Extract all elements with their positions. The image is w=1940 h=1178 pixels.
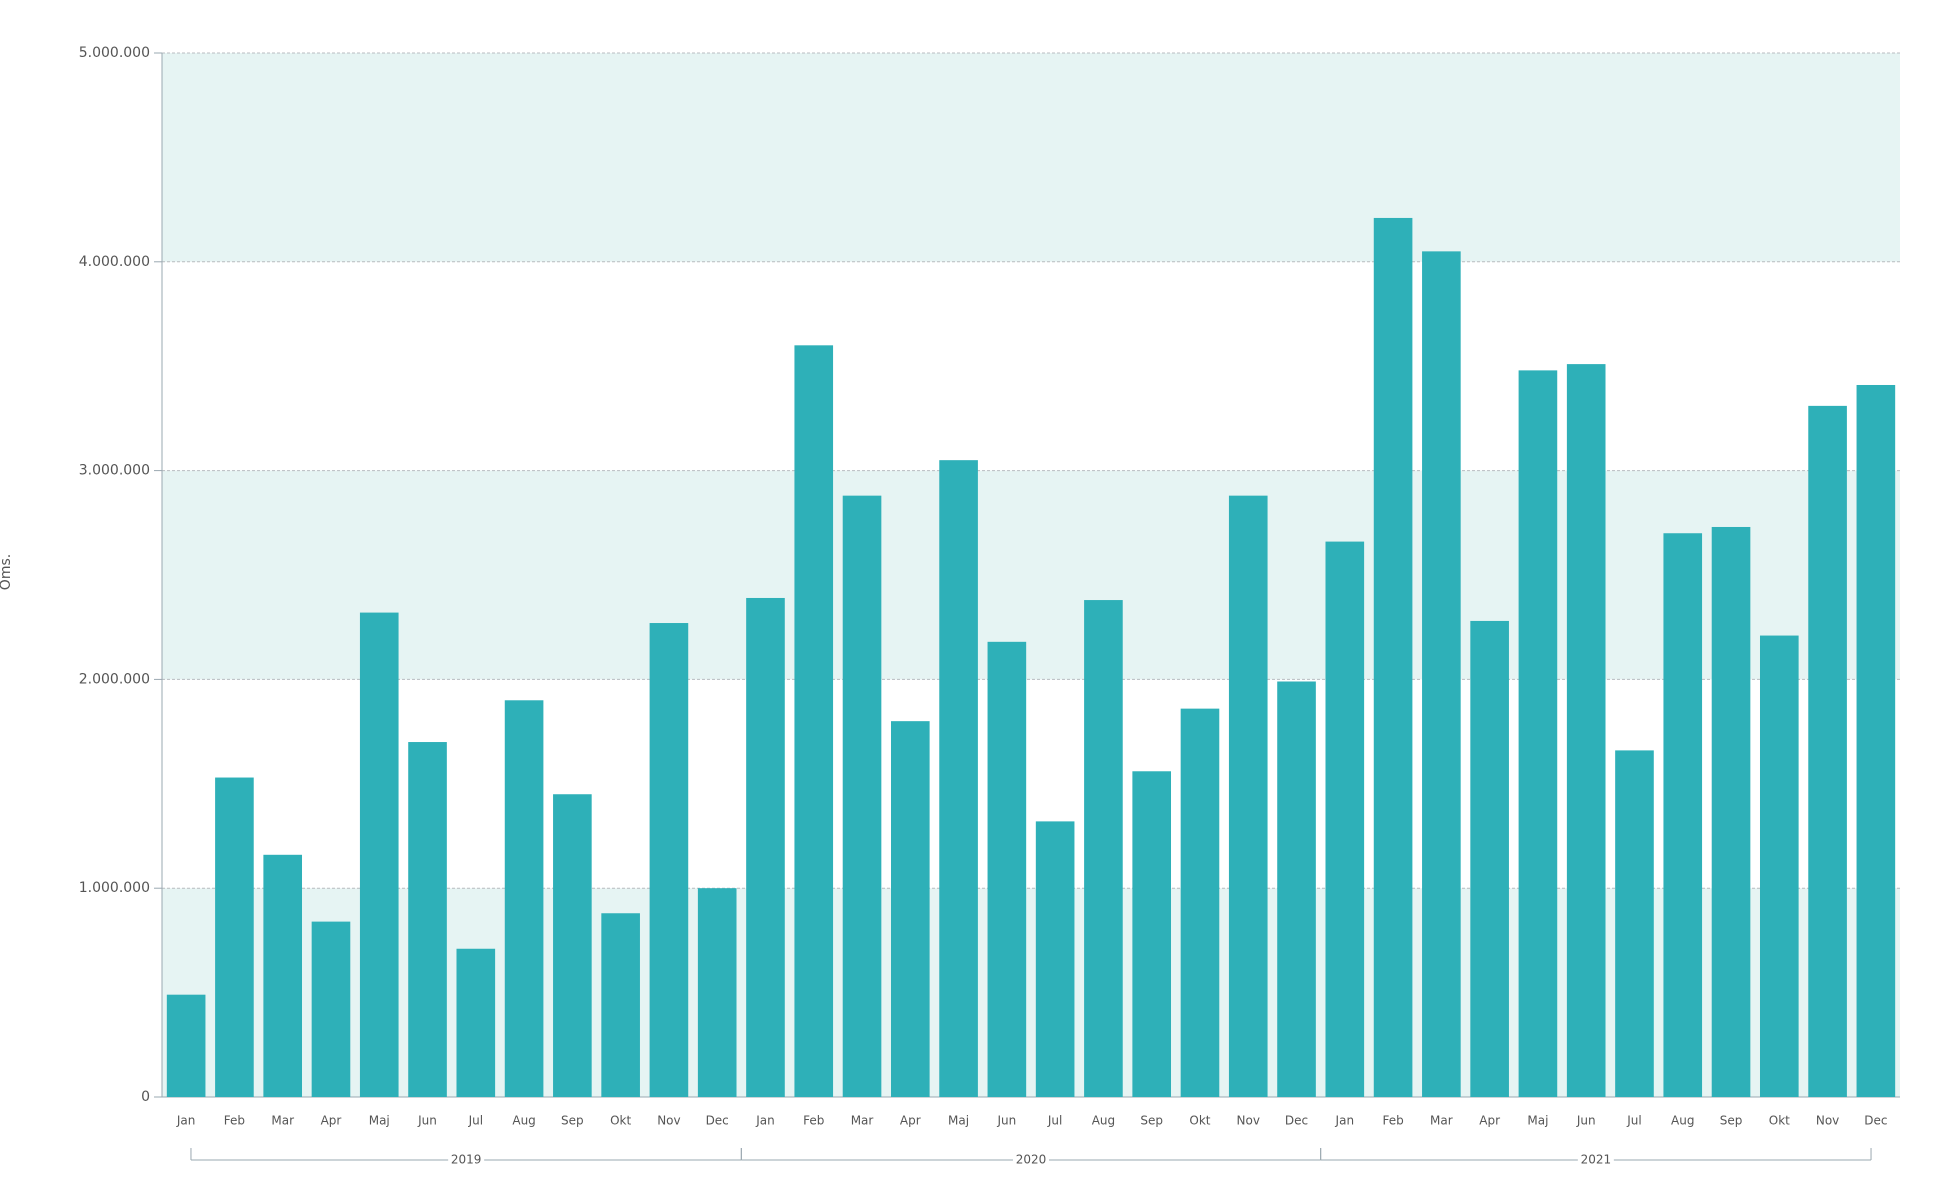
x-tick-label: Jun: [996, 1114, 1016, 1128]
bar: [263, 854, 303, 1097]
x-tick-label: Okt: [610, 1114, 631, 1128]
plot-band: [162, 53, 1900, 262]
y-tick-label: 4.000.000: [79, 254, 150, 270]
bar: [987, 641, 1027, 1097]
group-label-bg: [1577, 1152, 1614, 1168]
group-label: 2019: [451, 1153, 482, 1167]
x-tick-label: Jan: [176, 1114, 196, 1128]
bar: [1808, 405, 1847, 1097]
bar: [1518, 370, 1558, 1098]
plot-band: [162, 470, 1900, 680]
bar: [794, 345, 834, 1097]
bar: [1084, 600, 1123, 1097]
bar: [1663, 533, 1703, 1097]
bar: [1373, 217, 1413, 1097]
x-tick-label: Jan: [1335, 1114, 1355, 1128]
y-axis-title: Oms.: [0, 554, 14, 590]
x-tick-label: Aug: [512, 1114, 535, 1128]
bar: [1035, 821, 1075, 1097]
bar: [601, 913, 640, 1097]
bar: [311, 921, 351, 1097]
x-tick-label: Dec: [1864, 1114, 1887, 1128]
x-tick-label: Maj: [948, 1114, 969, 1128]
bar: [1325, 541, 1365, 1097]
bar: [746, 597, 785, 1097]
bar: [359, 612, 399, 1097]
bar: [1856, 384, 1896, 1097]
bar: [1277, 681, 1316, 1097]
x-tick-label: Nov: [1237, 1114, 1260, 1128]
x-tick-label: Jan: [755, 1114, 775, 1128]
x-tick-label: Nov: [1816, 1114, 1839, 1128]
x-tick-label: Apr: [900, 1114, 921, 1128]
bar: [1228, 495, 1268, 1097]
x-tick-label: Feb: [1382, 1114, 1403, 1128]
bar: [649, 623, 689, 1097]
y-tick-label: 5.000.000: [79, 45, 150, 61]
bar: [215, 777, 254, 1097]
bar: [890, 721, 930, 1097]
x-tick-label: Jun: [1576, 1114, 1596, 1128]
x-tick-label: Aug: [1092, 1114, 1115, 1128]
bar: [1180, 708, 1220, 1097]
bar: [1132, 771, 1172, 1097]
x-tick-label: Dec: [1285, 1114, 1308, 1128]
bar: [504, 700, 544, 1097]
x-tick-label: Mar: [1430, 1114, 1453, 1128]
x-tick-label: Sep: [1140, 1114, 1163, 1128]
x-tick-label: Okt: [1189, 1114, 1210, 1128]
x-tick-label: Aug: [1671, 1114, 1694, 1128]
bar: [1759, 635, 1799, 1097]
group-label: 2021: [1581, 1153, 1612, 1167]
bar: [1422, 251, 1461, 1098]
x-tick-label: Nov: [657, 1114, 680, 1128]
bar: [842, 495, 882, 1097]
bar: [166, 994, 206, 1097]
x-tick-label: Jul: [1626, 1114, 1641, 1128]
bar: [553, 794, 592, 1097]
x-tick-label: Mar: [271, 1114, 294, 1128]
y-tick-label: 3.000.000: [79, 463, 150, 479]
x-tick-label: Jul: [468, 1114, 483, 1128]
bar: [1711, 526, 1751, 1097]
x-tick-label: Jun: [417, 1114, 437, 1128]
x-tick-label: Maj: [369, 1114, 390, 1128]
bar: [408, 742, 447, 1097]
group-label-bg: [1013, 1152, 1049, 1168]
x-tick-label: Dec: [706, 1114, 729, 1128]
bar: [1566, 364, 1606, 1097]
x-tick-label: Apr: [1479, 1114, 1500, 1128]
bar: [456, 948, 496, 1097]
bar: [1615, 750, 1654, 1097]
plot-band: [162, 888, 1900, 1097]
bar: [1470, 620, 1509, 1097]
y-tick-label: 0: [141, 1089, 150, 1105]
x-tick-label: Maj: [1527, 1114, 1548, 1128]
group-label: 2020: [1016, 1153, 1047, 1167]
group-label-bg: [448, 1152, 485, 1168]
x-tick-label: Feb: [803, 1114, 824, 1128]
x-tick-label: Sep: [1720, 1114, 1743, 1128]
x-tick-label: Okt: [1769, 1114, 1790, 1128]
bar: [939, 460, 978, 1097]
x-tick-label: Sep: [561, 1114, 584, 1128]
x-tick-label: Feb: [224, 1114, 245, 1128]
x-tick-label: Jul: [1047, 1114, 1062, 1128]
y-tick-label: 1.000.000: [79, 880, 150, 896]
y-tick-label: 2.000.000: [79, 671, 150, 687]
x-tick-label: Apr: [321, 1114, 342, 1128]
x-tick-label: Mar: [851, 1114, 874, 1128]
bar: [697, 888, 737, 1097]
